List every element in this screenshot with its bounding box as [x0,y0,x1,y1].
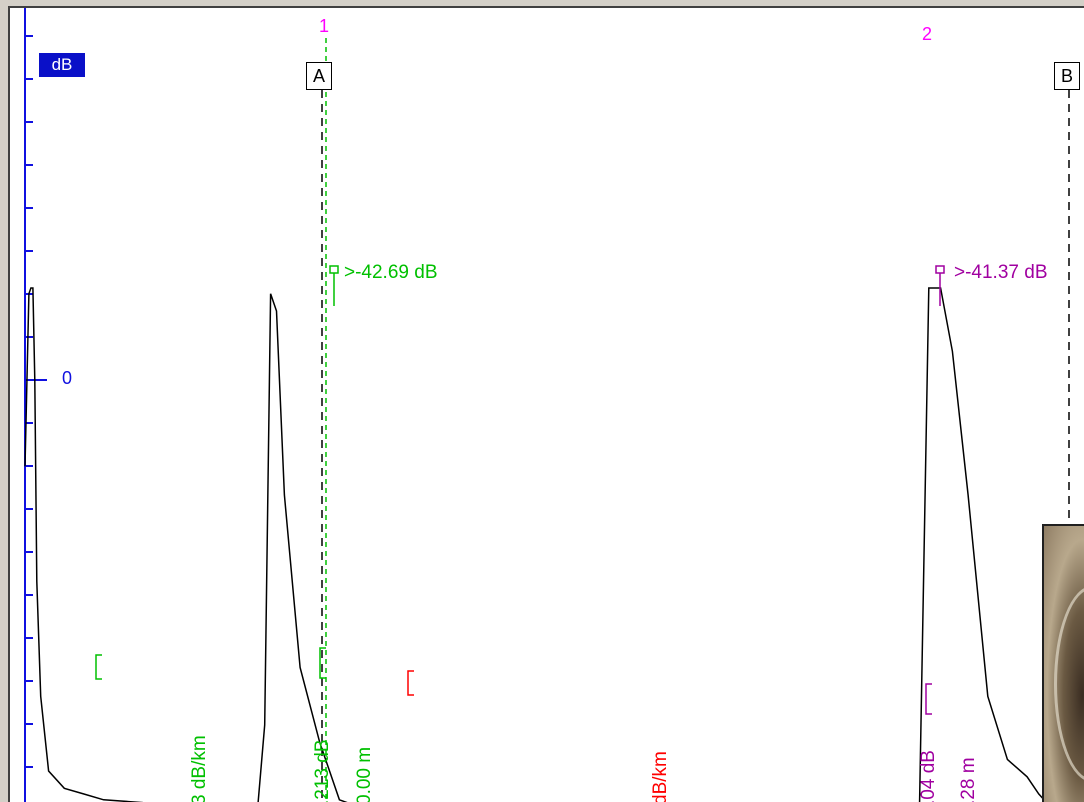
otdr-trace-line [24,287,1048,802]
section-1-start-bracket [95,654,102,680]
trace-svg [24,8,1070,802]
section-2-slope-label: dB/km [650,751,671,802]
event-2-end-bracket [925,683,932,715]
event-1-peak-label: >-42.69 dB [344,262,438,283]
event-1-distance-label: 0.00 m [354,746,375,802]
event-1-end-bracket [319,647,326,679]
event-1-peak-marker [329,265,339,274]
marker-b-box[interactable]: B [1054,62,1080,90]
event-2-peak-marker [935,265,945,274]
trace-plot-area[interactable]: dB 0 A B 1 2 >-42.69 dB >-41.37 dB 3 dB/… [8,6,1084,802]
event-1-loss-label: .213 dB [312,739,333,802]
section-brackets [95,647,932,715]
camera-thumbnail[interactable] [1042,524,1084,802]
marker-a-box[interactable]: A [306,62,332,90]
event-2-loss-label: .04 dB [918,750,939,802]
unit-badge: dB [39,53,85,77]
peak-markers [329,265,945,306]
event-2-distance-label: .28 m [958,757,979,802]
event-2-number: 2 [922,24,933,44]
section-1-slope-label: 3 dB/km [189,735,210,802]
y-axis-ticks [25,35,47,768]
section-2-start-bracket [407,670,414,696]
zero-level-label: 0 [62,368,73,388]
marker-lines [321,90,1070,802]
thumbnail-rim-shape [1054,586,1084,782]
event-2-peak-label: >-41.37 dB [954,262,1048,283]
event-1-number: 1 [319,16,330,36]
